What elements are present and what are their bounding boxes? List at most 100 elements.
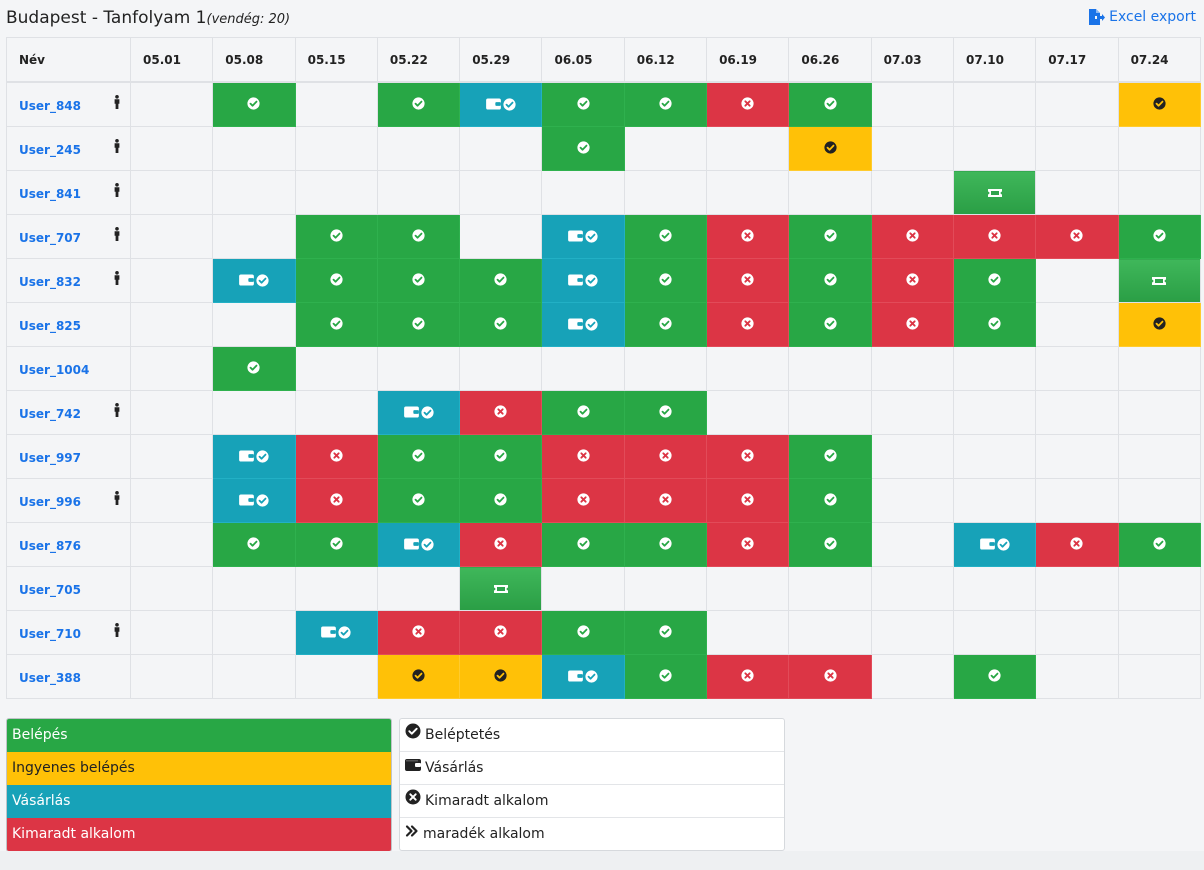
attendance-cell-entry[interactable] [623, 390, 708, 435]
attendance-cell-entry[interactable] [541, 610, 625, 655]
attendance-cell-entry[interactable] [294, 302, 378, 347]
attendance-cell-remaining[interactable] [459, 566, 543, 611]
attendance-cell-entry[interactable] [1117, 522, 1201, 567]
attendance-cell-entry[interactable] [376, 434, 461, 479]
attendance-cell-purchase[interactable] [376, 390, 461, 435]
attendance-cell-purchase[interactable] [212, 434, 296, 479]
attendance-cell-entry[interactable] [623, 654, 708, 699]
attendance-cell-purchase[interactable] [541, 258, 625, 303]
attendance-cell-missed[interactable] [459, 610, 543, 655]
user-name-link[interactable]: User_848 [19, 99, 81, 113]
attendance-cell-entry[interactable] [623, 610, 708, 655]
attendance-cell-entry[interactable] [376, 258, 461, 303]
user-name-link[interactable]: User_996 [19, 495, 81, 509]
attendance-cell-purchase[interactable] [541, 302, 625, 347]
attendance-cell-purchase[interactable] [212, 258, 296, 303]
attendance-cell-missed[interactable] [788, 654, 872, 699]
user-name-link[interactable]: User_841 [19, 187, 81, 201]
user-name-link[interactable]: User_825 [19, 319, 81, 333]
attendance-cell-entry[interactable] [623, 214, 708, 259]
attendance-cell-entry[interactable] [294, 522, 378, 567]
attendance-cell-free-entry[interactable] [1117, 302, 1201, 347]
attendance-cell-missed[interactable] [870, 302, 954, 347]
attendance-cell-entry[interactable] [212, 81, 296, 127]
attendance-cell-entry[interactable] [459, 434, 543, 479]
attendance-cell-remaining[interactable] [1117, 258, 1201, 303]
attendance-cell-entry[interactable] [376, 81, 461, 127]
attendance-cell-missed[interactable] [706, 302, 790, 347]
attendance-cell-entry[interactable] [952, 258, 1037, 303]
attendance-cell-entry[interactable] [952, 302, 1037, 347]
attendance-cell-entry[interactable] [541, 81, 625, 127]
attendance-cell-missed[interactable] [870, 258, 954, 303]
attendance-cell-entry[interactable] [788, 478, 872, 523]
attendance-cell-missed[interactable] [1035, 522, 1119, 567]
excel-export-button[interactable]: Excel export [1087, 6, 1196, 28]
attendance-cell-missed[interactable] [706, 434, 790, 479]
attendance-cell-purchase[interactable] [541, 214, 625, 259]
attendance-cell-entry[interactable] [541, 522, 625, 567]
user-name-link[interactable]: User_245 [19, 143, 81, 157]
attendance-cell-missed[interactable] [459, 522, 543, 567]
attendance-cell-missed[interactable] [541, 478, 625, 523]
attendance-cell-purchase[interactable] [541, 654, 625, 699]
attendance-cell-missed[interactable] [376, 610, 461, 655]
user-name-link[interactable]: User_1004 [19, 363, 90, 377]
attendance-cell-entry[interactable] [376, 478, 461, 523]
attendance-cell-missed[interactable] [706, 478, 790, 523]
attendance-cell-entry[interactable] [212, 346, 296, 391]
attendance-cell-remaining[interactable] [952, 170, 1037, 215]
user-name-link[interactable]: User_742 [19, 407, 81, 421]
attendance-cell-free-entry[interactable] [376, 654, 461, 699]
attendance-cell-free-entry[interactable] [788, 126, 872, 171]
attendance-cell-entry[interactable] [623, 302, 708, 347]
attendance-cell-entry[interactable] [788, 302, 872, 347]
attendance-cell-missed[interactable] [623, 434, 708, 479]
attendance-cell-missed[interactable] [952, 214, 1037, 259]
attendance-cell-missed[interactable] [706, 654, 790, 699]
attendance-cell-entry[interactable] [376, 214, 461, 259]
attendance-cell-missed[interactable] [623, 478, 708, 523]
attendance-cell-entry[interactable] [623, 258, 708, 303]
attendance-cell-missed[interactable] [706, 81, 790, 127]
attendance-cell-free-entry[interactable] [1117, 81, 1201, 127]
attendance-cell-missed[interactable] [294, 478, 378, 523]
attendance-cell-missed[interactable] [706, 258, 790, 303]
attendance-cell-missed[interactable] [459, 390, 543, 435]
attendance-cell-entry[interactable] [541, 390, 625, 435]
user-name-link[interactable]: User_832 [19, 275, 81, 289]
user-name-link[interactable]: User_707 [19, 231, 81, 245]
attendance-cell-entry[interactable] [459, 302, 543, 347]
attendance-cell-entry[interactable] [294, 258, 378, 303]
attendance-cell-entry[interactable] [459, 258, 543, 303]
attendance-cell-entry[interactable] [788, 434, 872, 479]
attendance-cell-purchase[interactable] [459, 81, 543, 127]
attendance-cell-purchase[interactable] [952, 522, 1037, 567]
user-name-link[interactable]: User_388 [19, 671, 81, 685]
attendance-cell-purchase[interactable] [376, 522, 461, 567]
attendance-cell-entry[interactable] [623, 522, 708, 567]
user-name-link[interactable]: User_705 [19, 583, 81, 597]
attendance-cell-entry[interactable] [541, 126, 625, 171]
attendance-cell-missed[interactable] [541, 434, 625, 479]
attendance-cell-entry[interactable] [623, 81, 708, 127]
attendance-cell-missed[interactable] [706, 214, 790, 259]
attendance-cell-entry[interactable] [294, 214, 378, 259]
attendance-cell-entry[interactable] [212, 522, 296, 567]
attendance-cell-free-entry[interactable] [459, 654, 543, 699]
attendance-cell-missed[interactable] [1035, 214, 1119, 259]
attendance-cell-entry[interactable] [952, 654, 1037, 699]
user-name-link[interactable]: User_997 [19, 451, 81, 465]
attendance-cell-entry[interactable] [788, 258, 872, 303]
attendance-cell-entry[interactable] [459, 478, 543, 523]
user-name-link[interactable]: User_876 [19, 539, 81, 553]
attendance-cell-entry[interactable] [788, 214, 872, 259]
attendance-cell-missed[interactable] [870, 214, 954, 259]
attendance-cell-entry[interactable] [788, 522, 872, 567]
user-name-link[interactable]: User_710 [19, 627, 81, 641]
attendance-cell-entry[interactable] [788, 81, 872, 127]
attendance-cell-entry[interactable] [1117, 214, 1201, 259]
attendance-cell-purchase[interactable] [294, 610, 378, 655]
attendance-cell-entry[interactable] [376, 302, 461, 347]
attendance-cell-missed[interactable] [706, 522, 790, 567]
